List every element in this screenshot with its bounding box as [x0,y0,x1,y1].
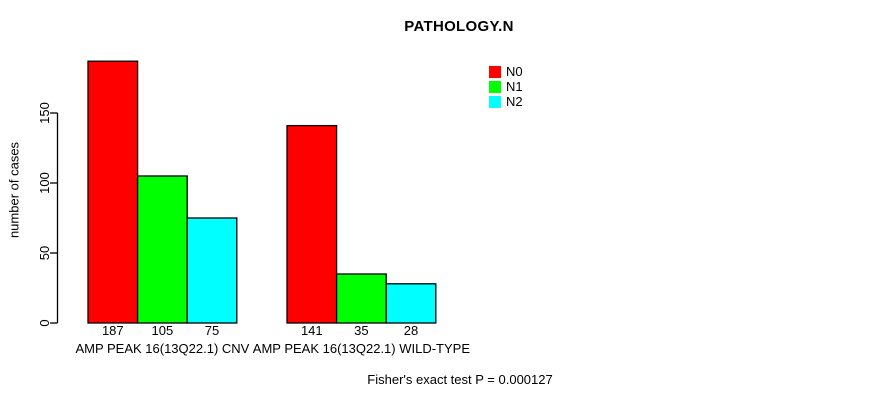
bar-value-label: 28 [404,323,418,338]
bar-value-label: 141 [301,323,323,338]
bar-value-label: 105 [152,323,174,338]
bar-value-label: 35 [354,323,368,338]
bar-n0-group1 [87,60,139,324]
legend: N0 N1 N2 [489,64,523,109]
bar-n2-group1 [186,217,238,324]
bar-value-label: 75 [205,323,219,338]
bar-value-label: 187 [102,323,124,338]
y-tick-label: 100 [37,172,52,194]
bar-n1-group2 [335,273,387,324]
legend-item-n1: N1 [489,79,523,94]
y-tick-label: 50 [37,246,52,260]
bar-n1-group1 [136,175,188,324]
category-label: AMP PEAK 16(13Q22.1) WILD-TYPE [253,341,471,356]
category-label: AMP PEAK 16(13Q22.1) CNV [75,341,249,356]
legend-swatch-n2 [489,95,501,108]
legend-swatch-n0 [489,65,501,78]
legend-item-n0: N0 [489,64,523,79]
legend-label: N2 [506,94,523,109]
bar-n2-group2 [385,283,437,324]
fisher-test-annotation: Fisher's exact test P = 0.000127 [367,372,553,387]
legend-label: N1 [506,79,523,94]
chart-title: PATHOLOGY.N [404,18,514,35]
legend-swatch-n1 [489,80,501,93]
y-tick-label: 0 [37,319,52,326]
legend-label: N0 [506,64,523,79]
y-axis-title: number of cases [6,141,22,239]
bar-n0-group2 [286,124,338,324]
y-tick-label: 150 [37,102,52,124]
legend-item-n2: N2 [489,94,523,109]
